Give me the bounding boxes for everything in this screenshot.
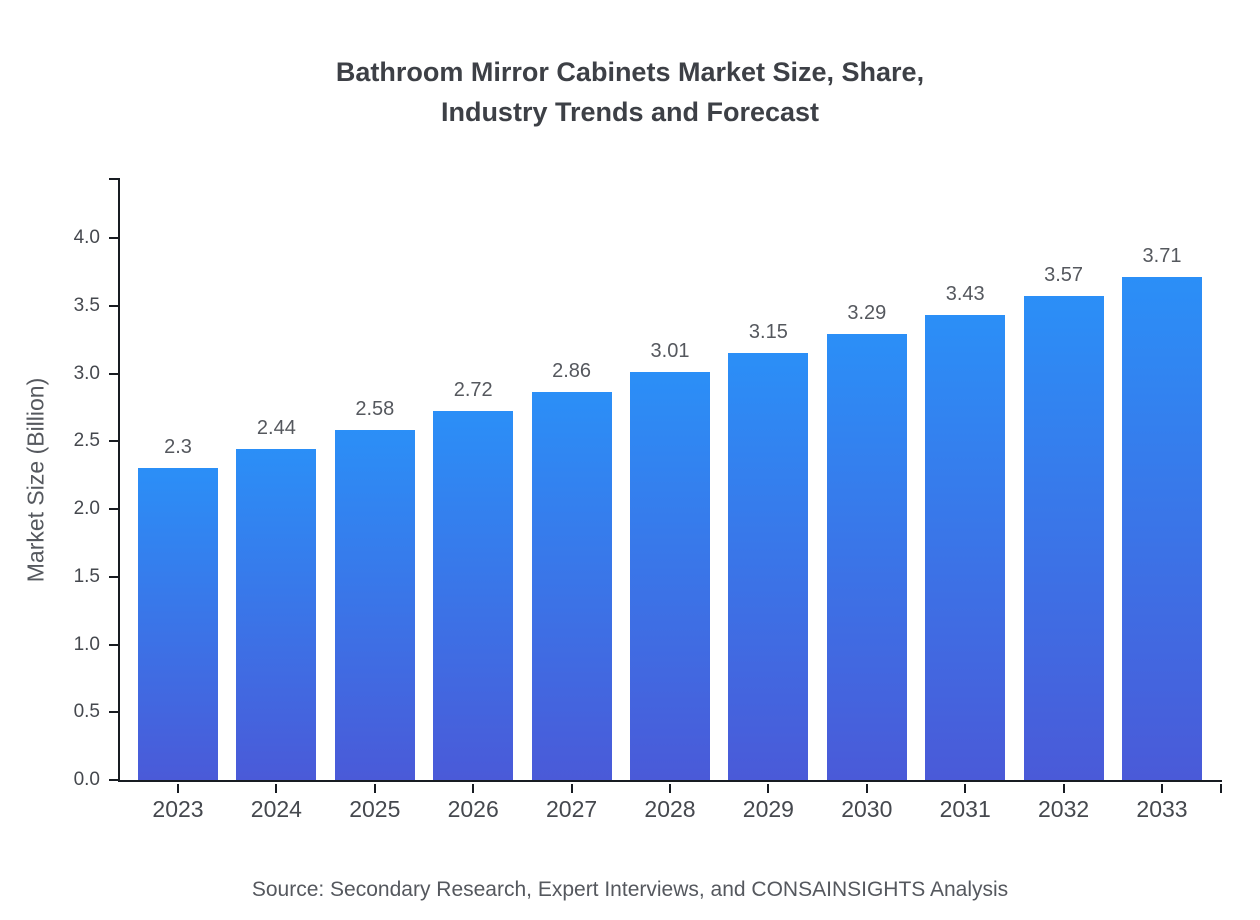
x-tick-label: 2028 <box>644 796 696 822</box>
y-tick-mark <box>109 304 118 307</box>
bar-value-label: 2.86 <box>552 360 592 383</box>
y-tick-label: 3.0 <box>73 362 100 384</box>
y-axis-cap-tick <box>109 178 118 180</box>
bar <box>334 430 415 780</box>
bar-value-label: 3.29 <box>847 302 887 325</box>
y-axis-label: Market Size (Billion) <box>22 377 49 583</box>
y-tick-label: 1.0 <box>73 633 100 655</box>
x-tick-label: 2027 <box>546 796 598 822</box>
y-axis <box>118 178 120 782</box>
x-tick-mark <box>177 784 179 793</box>
x-tick-label: 2026 <box>447 796 499 822</box>
bar-value-label: 2.72 <box>453 379 493 402</box>
bar <box>531 392 612 780</box>
x-tick-label: 2025 <box>349 796 401 822</box>
x-tick-label: 2029 <box>742 796 794 822</box>
x-tick-mark <box>373 784 376 793</box>
x-tick-label: 2033 <box>1136 796 1188 822</box>
y-tick-mark <box>109 711 118 714</box>
y-tick-mark <box>109 237 118 239</box>
bar <box>433 411 514 780</box>
x-tick-mark <box>472 784 475 793</box>
bar-value-label: 3.43 <box>945 283 985 306</box>
bar <box>630 372 710 780</box>
y-tick-label: 3.5 <box>73 294 100 316</box>
bar-value-label: 3.01 <box>650 340 690 363</box>
x-tick-mark <box>1161 784 1163 793</box>
x-tick-mark <box>669 784 671 793</box>
chart-title-line2: Industry Trends and Forecast <box>440 97 820 127</box>
bar <box>1122 277 1202 780</box>
bar <box>728 353 809 780</box>
bar-value-label: 2.58 <box>355 398 395 421</box>
bar-value-label: 3.71 <box>1142 245 1182 268</box>
y-tick-mark <box>109 779 118 781</box>
x-axis-cap-tick <box>1220 784 1222 793</box>
x-tick-mark <box>275 784 278 793</box>
x-tick-label: 2032 <box>1038 796 1090 822</box>
y-tick-label: 2.0 <box>73 498 100 519</box>
y-tick-mark <box>109 440 118 443</box>
x-tick-label: 2031 <box>939 796 991 822</box>
plot-area: 0.0 0.5 1.0 1.5 2.0 2.5 3.0 3.5 4.0 2.3 2023 2.44 20… <box>74 178 1222 822</box>
y-tick-mark <box>109 372 118 375</box>
chart-title: Bathroom Mirror Cabinets Market Size, Sh… <box>0 52 1260 132</box>
bar-value-label: 3.57 <box>1044 264 1084 287</box>
bar-value-label: 2.3 <box>164 436 192 459</box>
y-tick-mark <box>109 508 118 510</box>
y-tick-label: 1.5 <box>73 565 100 587</box>
chart-title-line1: Bathroom Mirror Cabinets Market Size, Sh… <box>335 57 925 87</box>
source-text: Source: Secondary Research, Expert Inter… <box>251 878 1009 901</box>
x-tick-mark <box>865 784 868 793</box>
bar <box>826 334 907 780</box>
bar-value-label: 2.44 <box>256 417 296 440</box>
x-tick-mark <box>767 784 770 793</box>
x-tick-label: 2030 <box>841 796 893 822</box>
x-tick-mark <box>964 784 967 793</box>
x-tick-label: 2023 <box>152 796 204 822</box>
bar-value-label: 3.15 <box>748 321 788 344</box>
x-tick-label: 2024 <box>250 796 302 822</box>
y-tick-label: 0.0 <box>73 769 100 790</box>
y-tick-label: 0.5 <box>73 701 100 723</box>
y-tick-mark <box>109 643 118 646</box>
bar <box>236 449 317 780</box>
x-tick-mark <box>570 784 573 793</box>
bar <box>925 315 1006 780</box>
y-tick-label: 4.0 <box>73 227 100 248</box>
bar <box>138 468 218 780</box>
y-tick-label: 2.5 <box>73 430 100 452</box>
x-tick-mark <box>1062 784 1065 793</box>
bar <box>1023 296 1104 780</box>
y-tick-mark <box>109 575 118 578</box>
x-axis <box>118 780 1222 782</box>
